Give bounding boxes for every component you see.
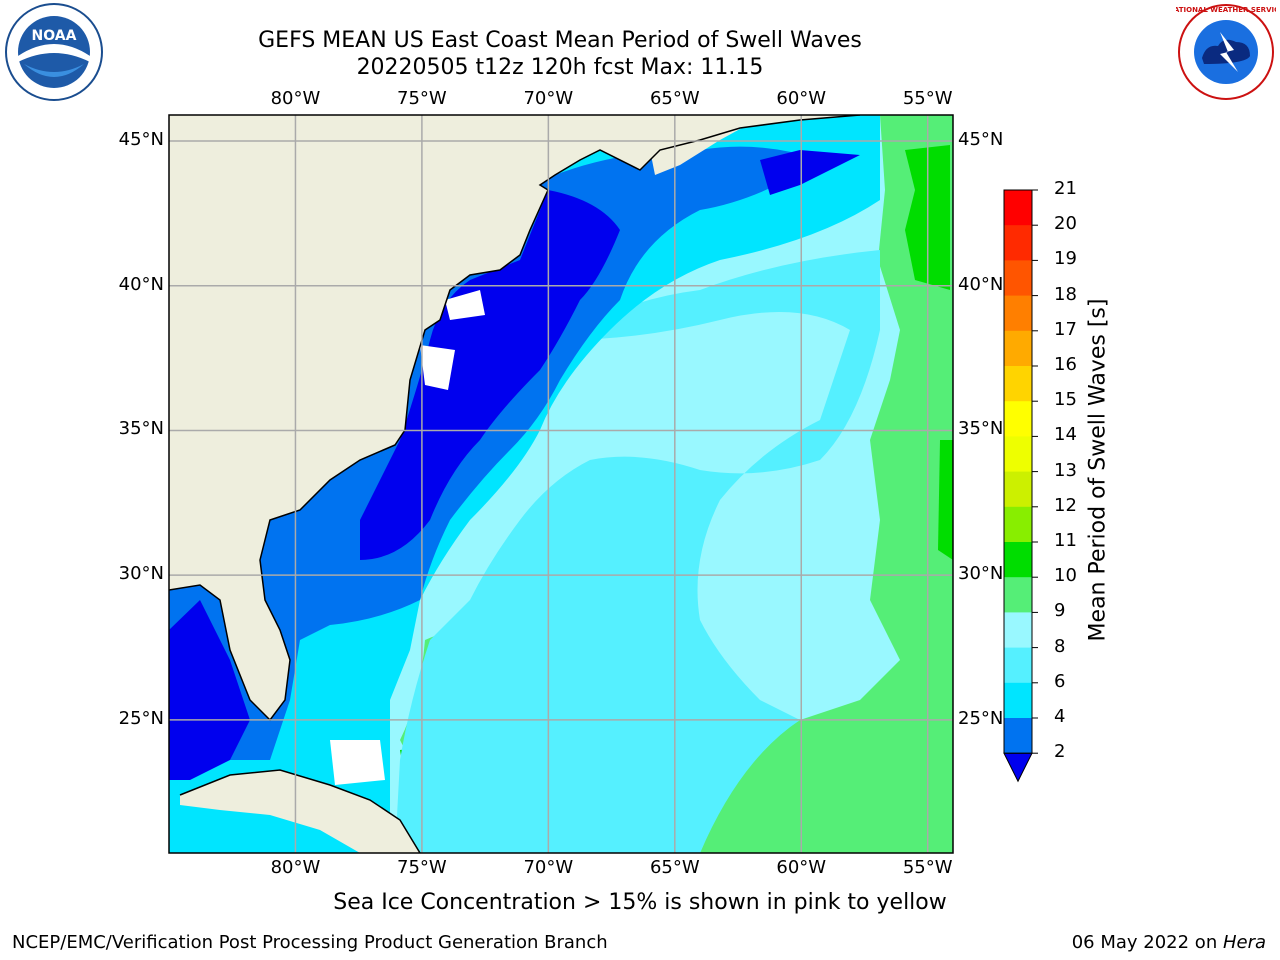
colorbar-segment: [1004, 682, 1032, 719]
colorbar: [1003, 189, 1038, 783]
colorbar-label: 11: [1054, 530, 1077, 551]
colorbar-segment: [1004, 260, 1032, 297]
lon-tick-top: 70°W: [523, 88, 574, 109]
graticule: [169, 115, 953, 853]
credit-line: NCEP/EMC/Verification Post Processing Pr…: [12, 932, 608, 953]
colorbar-label: 18: [1054, 283, 1077, 305]
lon-tick-bottom: 80°W: [270, 857, 321, 878]
noaa-logo-text: NOAA: [32, 28, 77, 44]
nws-logo-icon: NATIONAL WEATHER SERVICE: [1176, 4, 1276, 100]
colorbar-label: 4: [1054, 706, 1066, 727]
lon-tick-top: 60°W: [776, 88, 827, 109]
swell-zone-2-4: [360, 190, 620, 560]
colorbar-label: 2: [1054, 741, 1066, 763]
map-subtitle: 20220505 t12z 120h fcst Max: 11.15: [356, 55, 764, 80]
colorbar-label: 16: [1054, 354, 1077, 375]
colorbar-segment: [1004, 577, 1032, 613]
nws-logo-text: NATIONAL WEATHER SERVICE: [1176, 6, 1276, 14]
colorbar-segment: [1004, 612, 1032, 649]
lat-tick-left: 40°N: [118, 273, 164, 295]
colorbar-label: 6: [1054, 670, 1066, 692]
swell-zone-2-4-ne: [760, 150, 860, 195]
colorbar-segment: [1004, 718, 1032, 754]
map-frame: [168, 114, 954, 854]
cuba-coastline: [179, 769, 421, 853]
cuba-land: [180, 770, 420, 853]
colorbar-label: 19: [1054, 248, 1077, 270]
lon-tick-top: 80°W: [270, 88, 321, 109]
colorbar-label: 14: [1054, 424, 1077, 446]
colorbar-segment: [1004, 471, 1032, 508]
colorbar-label: 13: [1054, 459, 1077, 481]
swell-zone-11-12-east: [938, 440, 953, 560]
lon-tick-bottom: 55°W: [902, 857, 953, 878]
lat-tick-right: 40°N: [958, 273, 1004, 295]
coastline: [169, 115, 861, 722]
colorbar-label: 17: [1054, 318, 1077, 340]
colorbar-segment: [1004, 506, 1032, 543]
no-data-patch-chesapeake: [420, 345, 455, 390]
run-host: Hera: [1222, 932, 1266, 953]
colorbar-segment: [1004, 366, 1032, 402]
map-title: GEFS MEAN US East Coast Mean Period of S…: [258, 28, 862, 53]
lat-tick-right: 35°N: [958, 418, 1004, 440]
lon-tick-bottom: 60°W: [776, 857, 827, 878]
lat-tick-left: 25°N: [118, 707, 164, 729]
colorbar-segment: [1004, 225, 1032, 261]
run-date-text: 06 May 2022 on: [1071, 932, 1223, 953]
colorbar-segment: [1004, 401, 1032, 437]
colorbar-label: 21: [1054, 178, 1077, 199]
noaa-logo-icon: NOAA: [5, 3, 103, 101]
colorbar-label: 10: [1054, 565, 1077, 587]
no-data-patch-nj: [445, 290, 485, 320]
colorbar-label: 20: [1054, 213, 1077, 235]
lat-tick-right: 45°N: [958, 129, 1004, 151]
run-date: 06 May 2022 on Hera: [1072, 932, 1266, 953]
swell-zone-2-4-gulf: [169, 600, 250, 780]
colorbar-label: 9: [1054, 600, 1066, 622]
lat-tick-left: 45°N: [118, 129, 164, 151]
lon-tick-top: 65°W: [649, 88, 700, 109]
no-data-patch-bahamas: [330, 740, 385, 785]
lon-tick-bottom: 65°W: [649, 857, 700, 878]
colorbar-label: 15: [1054, 389, 1077, 411]
sea-ice-caption: Sea Ice Concentration > 15% is shown in …: [333, 890, 947, 915]
colorbar-segment: [1004, 542, 1032, 578]
colorbar-title: Mean Period of Swell Waves [s]: [1085, 298, 1111, 642]
lat-tick-left: 30°N: [118, 563, 164, 585]
north-america-land: [169, 115, 860, 720]
lat-tick-right: 30°N: [958, 563, 1004, 585]
lon-tick-top: 55°W: [902, 88, 953, 109]
lon-tick-top: 75°W: [397, 88, 447, 109]
colorbar-label: 12: [1054, 494, 1077, 516]
colorbar-segment: [1004, 330, 1032, 367]
colorbar-segment: [1004, 436, 1032, 473]
swell-zone-8-9: [395, 250, 880, 853]
lat-tick-left: 35°N: [118, 418, 164, 440]
lon-tick-bottom: 75°W: [397, 857, 447, 878]
colorbar-segment: [1004, 190, 1032, 226]
colorbar-label: 8: [1054, 635, 1066, 657]
colorbar-segment: [1004, 647, 1032, 684]
lon-tick-bottom: 70°W: [523, 857, 574, 878]
lat-tick-right: 25°N: [958, 707, 1004, 729]
nova-scotia-land: [650, 118, 760, 175]
colorbar-segment: [1004, 295, 1032, 332]
colorbar-extend-arrow: [1003, 752, 1033, 783]
